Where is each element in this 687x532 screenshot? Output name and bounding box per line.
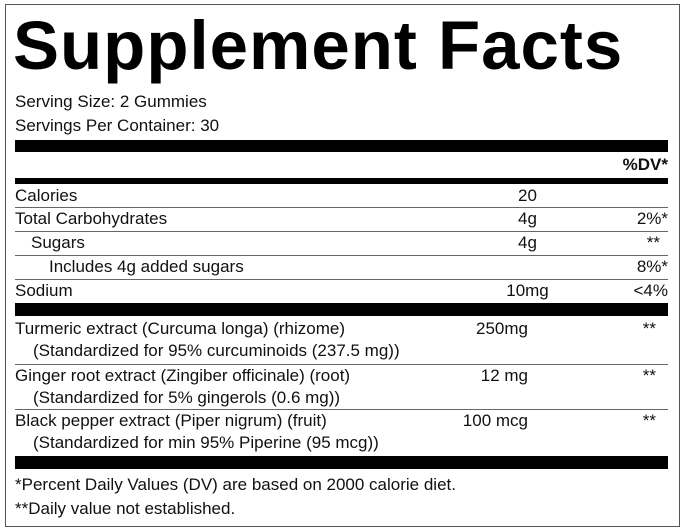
nutrient-dv: 2%* xyxy=(636,209,668,228)
nutrient-dv: 8%* xyxy=(636,257,668,276)
nutrient-name: Total Carbohydrates xyxy=(15,209,168,228)
serving-size: Serving Size: 2 Gummies xyxy=(15,92,207,111)
nutrient-name: Sodium xyxy=(15,281,73,300)
nutrient-amount: 20 xyxy=(518,186,537,205)
nutrient-amount: 10mg xyxy=(506,281,549,300)
ingredient-detail: (Standardized for 5% gingerols (0.6 mg)) xyxy=(33,388,341,407)
row-divider xyxy=(15,255,668,256)
ingredient-dv: ** xyxy=(642,411,656,430)
nutrient-row-carbohydrates: Total Carbohydrates 4g 2%* xyxy=(15,207,668,231)
dv-header: %DV* xyxy=(622,155,668,174)
ingredient-dv: ** xyxy=(642,366,656,385)
nutrient-row-calories: Calories 20 xyxy=(15,184,668,208)
footnote-dv: *Percent Daily Values (DV) are based on … xyxy=(15,475,456,494)
ingredient-amount: 12 mg xyxy=(480,366,528,385)
nutrient-name: Includes 4g added sugars xyxy=(49,257,244,276)
ingredient-detail: (Standardized for min 95% Piperine (95 m… xyxy=(33,433,379,452)
ingredient-row-turmeric: Turmeric extract (Curcuma longa) (rhizom… xyxy=(15,318,668,362)
ingredient-row-ginger: Ginger root extract (Zingiber officinale… xyxy=(15,365,668,409)
row-divider xyxy=(15,364,668,365)
ingredient-name: Turmeric extract (Curcuma longa) (rhizom… xyxy=(15,319,345,338)
ingredient-name: Ginger root extract (Zingiber officinale… xyxy=(15,366,351,385)
ingredient-dv: ** xyxy=(642,319,656,338)
ingredient-amount: 100 mcg xyxy=(462,411,528,430)
nutrient-row-sugars: Sugars 4g ** xyxy=(15,231,668,255)
nutrient-dv: <4% xyxy=(633,281,669,300)
nutrient-name: Sugars xyxy=(31,233,85,252)
nutrient-row-added-sugars: Includes 4g added sugars 8%* xyxy=(15,255,668,279)
thick-divider xyxy=(15,303,668,316)
row-divider xyxy=(15,231,668,232)
medium-divider xyxy=(15,178,668,184)
nutrient-row-sodium: Sodium 10mg <4% xyxy=(15,279,668,303)
ingredient-detail: (Standardized for 95% curcuminoids (237.… xyxy=(33,341,400,360)
row-divider xyxy=(15,279,668,280)
servings-per-container: Servings Per Container: 30 xyxy=(15,116,220,135)
thick-divider xyxy=(15,140,668,152)
nutrient-amount: 4g xyxy=(518,233,537,252)
row-divider xyxy=(15,409,668,410)
nutrient-name: Calories xyxy=(15,186,78,205)
nutrient-amount: 4g xyxy=(518,209,537,228)
nutrient-dv: ** xyxy=(646,233,660,252)
ingredient-name: Black pepper extract (Piper nigrum) (fru… xyxy=(15,411,327,430)
footnote-not-established: **Daily value not established. xyxy=(15,499,236,518)
label-border xyxy=(5,4,680,527)
row-divider xyxy=(15,207,668,208)
ingredient-amount: 250mg xyxy=(476,319,528,338)
label-title: Supplement Facts xyxy=(13,7,624,84)
ingredient-row-black-pepper: Black pepper extract (Piper nigrum) (fru… xyxy=(15,410,668,454)
thick-divider xyxy=(15,456,668,469)
